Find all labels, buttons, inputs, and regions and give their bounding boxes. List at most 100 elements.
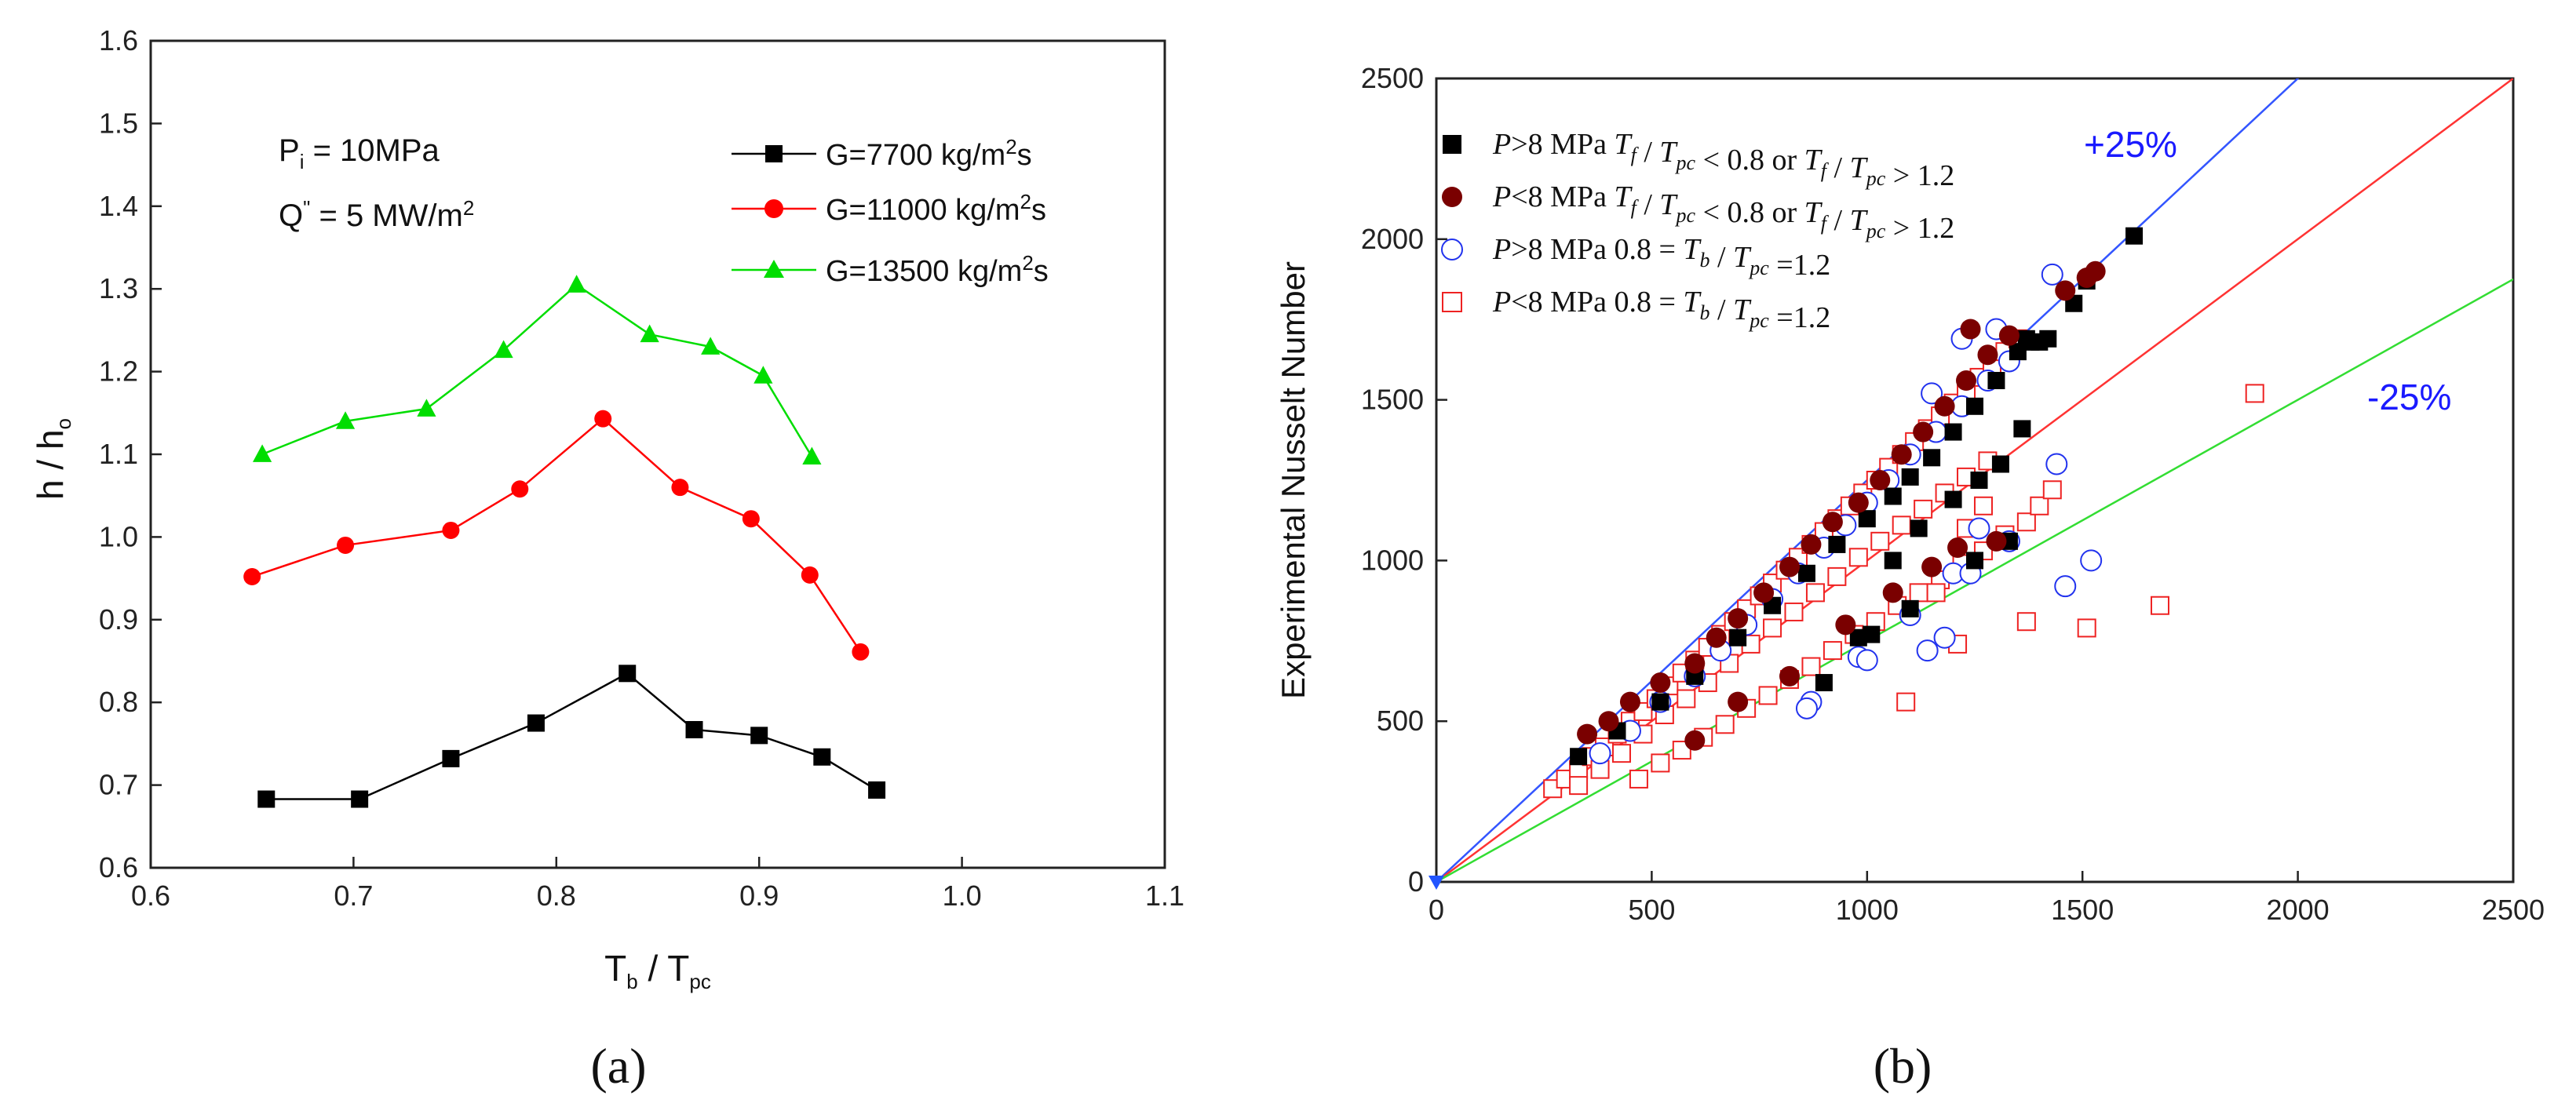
chart-a-data-point (417, 399, 436, 417)
chart-b-data-point (2085, 260, 2106, 282)
chart-b-legend-label-1: P<8 MPa Tf / Tpc < 0.8 or Tf / Tpc > 1.2 (1492, 180, 1954, 245)
chart-b-data-point (1901, 468, 1919, 486)
chart-b-data-point (1968, 517, 1990, 540)
chart-b-data-point (1966, 552, 1983, 570)
chart-b-data-point (1589, 742, 1611, 765)
chart-b-data-point (1570, 748, 1588, 766)
chart-b-data-point (1863, 625, 1881, 643)
chart-b: 0 500 1000 1500 2000 2500 0 500 1000 1500 2000 2500… (1275, 62, 2545, 1094)
chart-b-plot-frame (1435, 77, 2515, 883)
chart-b-data-point (1987, 372, 2005, 390)
chart-a-data-point (852, 643, 870, 661)
chart-b-data-point (1611, 744, 1631, 763)
chart-b-annotation-minus25: -25% (2367, 377, 2451, 417)
chart-a-ytick-label: 0.6 (99, 851, 138, 883)
chart-b-data-point (1884, 552, 1902, 570)
chart-a-series-line-0 (266, 672, 878, 800)
chart-b-data-point (1677, 689, 1696, 708)
chart-a-data-point (243, 567, 261, 585)
chart-a-data-point (640, 324, 659, 343)
chart-b-data-point (2054, 575, 2077, 598)
chart-b-data-point (1944, 490, 1962, 508)
chart-a-ytick-label: 1.2 (99, 355, 138, 388)
chart-b-ylabel: Experimental Nusselt Number (1275, 261, 1312, 699)
chart-a-xtick-label: 0.6 (131, 880, 170, 912)
chart-b-data-point (1896, 692, 1916, 712)
chart-a-data-point (802, 446, 822, 465)
chart-a-data-point (527, 714, 545, 732)
chart-b-data-point (1977, 344, 1998, 366)
chart-b-data-point (2080, 549, 2103, 572)
chart-b-data-point (1848, 548, 1868, 567)
chart-b-data-point (1779, 556, 1801, 577)
chart-a-series-line-2 (261, 283, 813, 457)
chart-a-data-point (753, 366, 773, 384)
chart-a-legend-label-13500: G=13500 kg/m2s (826, 251, 1049, 288)
chart-a-data-point (701, 337, 721, 355)
chart-b-data-point (1956, 370, 1977, 392)
chart-b-data-point (1848, 492, 1869, 513)
chart-b-ytick-label: 2000 (1361, 223, 1424, 255)
chart-a-data-point (511, 480, 529, 498)
chart-b-ytick-label: 1000 (1361, 544, 1424, 576)
chart-b-data-point (1966, 397, 1983, 415)
chart-b-data-point (1944, 423, 1962, 441)
chart-b-ytick-label: 1500 (1361, 384, 1424, 416)
chart-b-data-point (1921, 556, 1943, 577)
chart-b-data-point (1827, 566, 1847, 586)
chart-b-data-point (1651, 693, 1669, 711)
chart-a-annotation-pressure: Pi = 10MPa (279, 133, 440, 173)
chart-b-legend-marker-2 (1441, 239, 1463, 260)
chart-a-data-point (337, 536, 355, 554)
chart-b-data-point (2016, 612, 2036, 632)
chart-b-data-point (2030, 496, 2049, 515)
chart-b-data-point (1823, 641, 1842, 661)
chart-a-data-point (567, 275, 586, 293)
chart-b-data-point (1784, 602, 1804, 621)
chart-b-data-point (1801, 534, 1822, 555)
chart-b-data-point (1913, 421, 1934, 443)
chart-a-data-point (742, 510, 760, 528)
chart-b-data-point (1728, 608, 1749, 629)
chart-b-data-point (2041, 263, 2063, 286)
chart-a-xtick-label: 0.9 (739, 880, 779, 912)
chart-b-data-point (1921, 382, 1943, 405)
chart-b-data-point (1855, 649, 1878, 672)
chart-b-legend-label-0: P>8 MPa Tf / Tpc < 0.8 or Tf / Tpc > 1.2 (1492, 128, 1954, 192)
chart-a-data-point (868, 781, 886, 799)
chart-b-xtick-label: 500 (1628, 894, 1675, 926)
chart-b-data-point (1619, 691, 1640, 712)
chart-a-ytick-label: 1.6 (99, 24, 138, 56)
chart-b-data-point (1758, 686, 1778, 705)
chart-b-data-point (1822, 512, 1843, 533)
chart-b-data-point (1805, 583, 1825, 603)
chart-a-legend-label-7700: G=7700 kg/m2s (826, 135, 1032, 172)
chart-b-origin-marker (1428, 876, 1444, 890)
chart-b-data-point (1858, 510, 1876, 528)
chart-a-ytick-label: 1.5 (99, 107, 138, 139)
chart-b-data-point (1706, 627, 1727, 648)
chart-b-data-point (1998, 325, 2020, 346)
chart-b-data-point (2055, 280, 2076, 301)
chart-b-data-point (1870, 531, 1890, 551)
chart-b-data-point (1892, 515, 1911, 535)
chart-b-data-point (1795, 697, 1818, 719)
chart-b-legend: P>8 MPa Tf / Tpc < 0.8 or Tf / Tpc > 1.2… (1441, 128, 1954, 334)
chart-b-data-point (2013, 420, 2031, 438)
chart-b-data-point (1797, 564, 1815, 582)
panel-label-a: (a) (590, 1038, 646, 1094)
chart-b-data-point (1870, 470, 1891, 490)
chart-a-legend-marker-13500 (764, 260, 784, 278)
chart-a-data-point (801, 566, 819, 584)
chart-b-xtick-label: 0 (1428, 894, 1444, 926)
chart-a-data-point (442, 749, 460, 767)
chart-a-data-point (351, 790, 369, 808)
chart-a-data-point (671, 479, 689, 497)
chart-a-data-point (442, 521, 460, 539)
chart-a-data-point (750, 727, 768, 745)
chart-b-data-point (1882, 582, 1903, 603)
chart-b-data-point (1891, 444, 1912, 465)
chart-a-ytick-label: 0.9 (99, 603, 138, 636)
chart-b-markers (1428, 227, 2264, 890)
